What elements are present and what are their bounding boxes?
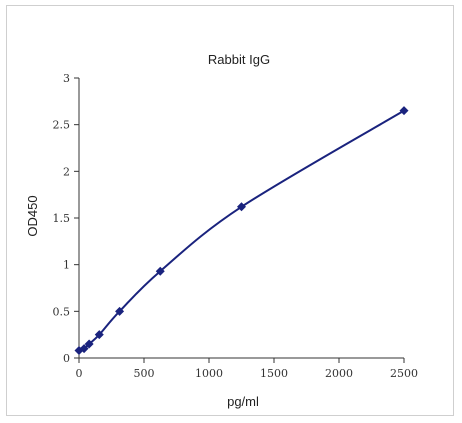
- data-point-marker: [155, 266, 165, 276]
- y-tick-label: 0.5: [53, 305, 71, 318]
- data-point-marker: [115, 306, 125, 316]
- y-tick-label: 3: [63, 72, 70, 85]
- series-group: [74, 106, 409, 356]
- axes: [74, 77, 405, 363]
- y-tick-label: 2.5: [53, 119, 71, 132]
- data-point-marker: [237, 202, 246, 212]
- chart-title: Rabbit IgG: [208, 52, 270, 67]
- y-axis-title: OD450: [25, 195, 40, 236]
- x-tick-label: 1500: [260, 367, 288, 380]
- y-tick-label: 1: [63, 259, 70, 272]
- y-tick-label: 2: [63, 165, 70, 178]
- data-point-marker: [94, 330, 104, 340]
- x-axis-title: pg/ml: [227, 394, 259, 409]
- data-point-marker: [79, 344, 89, 354]
- x-tick-label: 1000: [195, 367, 223, 380]
- data-point-marker: [84, 339, 94, 349]
- x-tick-label: 0: [76, 367, 83, 380]
- y-tick-label: 0: [63, 352, 70, 365]
- x-tick-label: 2500: [390, 367, 418, 380]
- tick-labels: 0 0.5 1 1.5 2 2.5 3 0 500 1000 1500 2000 2500: [53, 72, 419, 380]
- data-point-marker: [399, 106, 409, 116]
- series-line: [78, 109, 405, 352]
- x-tick-label: 2000: [325, 367, 353, 380]
- x-tick-label: 500: [134, 367, 155, 380]
- y-tick-label: 1.5: [53, 212, 71, 225]
- chart-frame: Rabbit IgG pg/ml OD450 0 0.5 1 1.5 2 2.5 3 0 500…: [6, 5, 454, 416]
- standard-curve-chart: Rabbit IgG pg/ml OD450 0 0.5 1 1.5 2 2.5 3 0 500…: [25, 52, 419, 409]
